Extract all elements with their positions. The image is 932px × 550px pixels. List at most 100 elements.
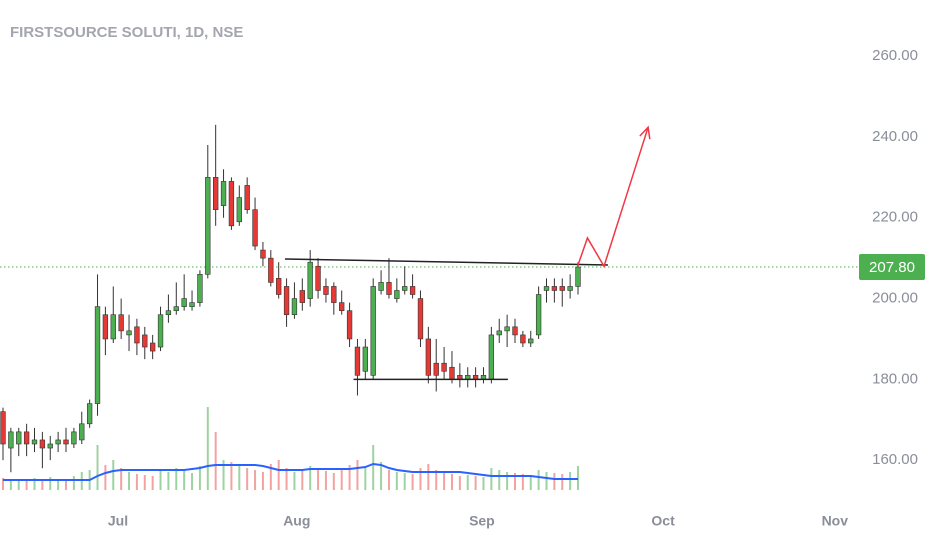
candle-body [386, 282, 392, 295]
volume-bar [277, 460, 280, 490]
y-tick-label: 260.00 [872, 47, 918, 64]
volume-bar [135, 474, 138, 490]
candle-body [16, 431, 22, 445]
volume-bar [332, 473, 335, 490]
candle-body [323, 286, 329, 295]
volume-bar [419, 468, 422, 490]
candle-body [378, 282, 384, 291]
candle-body [512, 326, 518, 336]
candle-body [307, 261, 313, 299]
volume-bar [474, 476, 477, 490]
candle-body [213, 177, 219, 210]
candle-body [86, 403, 93, 425]
candle-body [520, 334, 526, 344]
candle-body [276, 278, 282, 295]
candle-body [496, 330, 502, 336]
candle-body [299, 290, 305, 303]
y-tick-label: 220.00 [872, 209, 918, 226]
volume-bar [191, 473, 194, 490]
candle-body [63, 439, 69, 445]
volume-bar [269, 464, 272, 490]
volume-bar [561, 474, 564, 490]
volume-bar [65, 480, 68, 490]
volume-bar [1, 478, 4, 490]
volume-bar [222, 460, 225, 490]
x-tick-label: Oct [651, 513, 675, 529]
volume-bar [104, 465, 107, 490]
candle-body [181, 298, 187, 307]
candle-body [260, 249, 266, 259]
volume-bar [112, 460, 115, 490]
volume-bar [96, 445, 99, 490]
candle-body [417, 298, 424, 340]
volume-bar [458, 476, 461, 490]
volume-bar [214, 432, 217, 490]
candle-body [31, 439, 38, 445]
candle-body [157, 314, 164, 348]
volume-bar [387, 470, 390, 490]
candle-body [142, 334, 148, 348]
trend-drawing [284, 258, 608, 266]
candle-body [488, 334, 495, 380]
volume-bar [364, 468, 367, 490]
candle-body [149, 342, 156, 352]
volume-bar [450, 474, 453, 490]
candle-body [346, 310, 353, 340]
volume-bar [159, 470, 162, 490]
volume-bar [427, 464, 430, 490]
volume-bar [340, 470, 343, 490]
volume-bar [317, 468, 320, 490]
candle-body [567, 286, 573, 291]
candle-body [354, 346, 361, 376]
candle-body [23, 431, 30, 445]
x-tick-label: Jul [108, 513, 128, 529]
candle-body [504, 326, 510, 332]
volume-bar [482, 477, 485, 490]
candle-body [370, 286, 376, 376]
candle-body [94, 306, 101, 404]
candle-body [55, 439, 61, 445]
volume-bar [293, 472, 296, 490]
volume-bar [506, 472, 509, 490]
candle-body [551, 286, 558, 291]
volume-bar [513, 473, 516, 490]
candle-body [394, 290, 400, 299]
volume-bar [521, 474, 524, 490]
volume-bar [128, 472, 131, 490]
volume-bar [175, 468, 178, 490]
candle-body [425, 338, 432, 376]
candle-body [102, 314, 109, 340]
volume-bar [49, 477, 52, 490]
volume-bar [490, 468, 493, 490]
candle-body [362, 346, 368, 372]
volume-bar [143, 475, 146, 490]
volume-bar [41, 480, 44, 490]
volume-bar [443, 472, 446, 490]
candle-body [189, 302, 195, 307]
volume-ma-line [2, 462, 579, 481]
volume-bar [411, 474, 414, 490]
volume-bar [324, 471, 327, 490]
volume-bar [380, 462, 383, 490]
volume-bar [198, 466, 201, 490]
candle-body [291, 298, 298, 316]
volume-bar [545, 472, 548, 490]
volume-bar [151, 476, 154, 490]
volume-bar [309, 466, 312, 490]
volume-bar [72, 476, 75, 490]
volume-bar [17, 479, 20, 490]
candle-body [268, 257, 274, 283]
x-tick-label: Aug [283, 513, 310, 529]
candle-body [244, 185, 250, 210]
volume-bar [372, 445, 375, 490]
candle-body [575, 266, 581, 287]
last-price-label: 207.80 [869, 259, 915, 276]
candle-body [315, 265, 321, 291]
candle-body [402, 286, 408, 291]
volume-bar [33, 478, 36, 490]
candle-body [47, 443, 53, 449]
candle-body [409, 286, 416, 295]
volume-bar [261, 472, 264, 490]
candle-body [535, 294, 542, 336]
x-tick-label: Nov [822, 513, 849, 529]
